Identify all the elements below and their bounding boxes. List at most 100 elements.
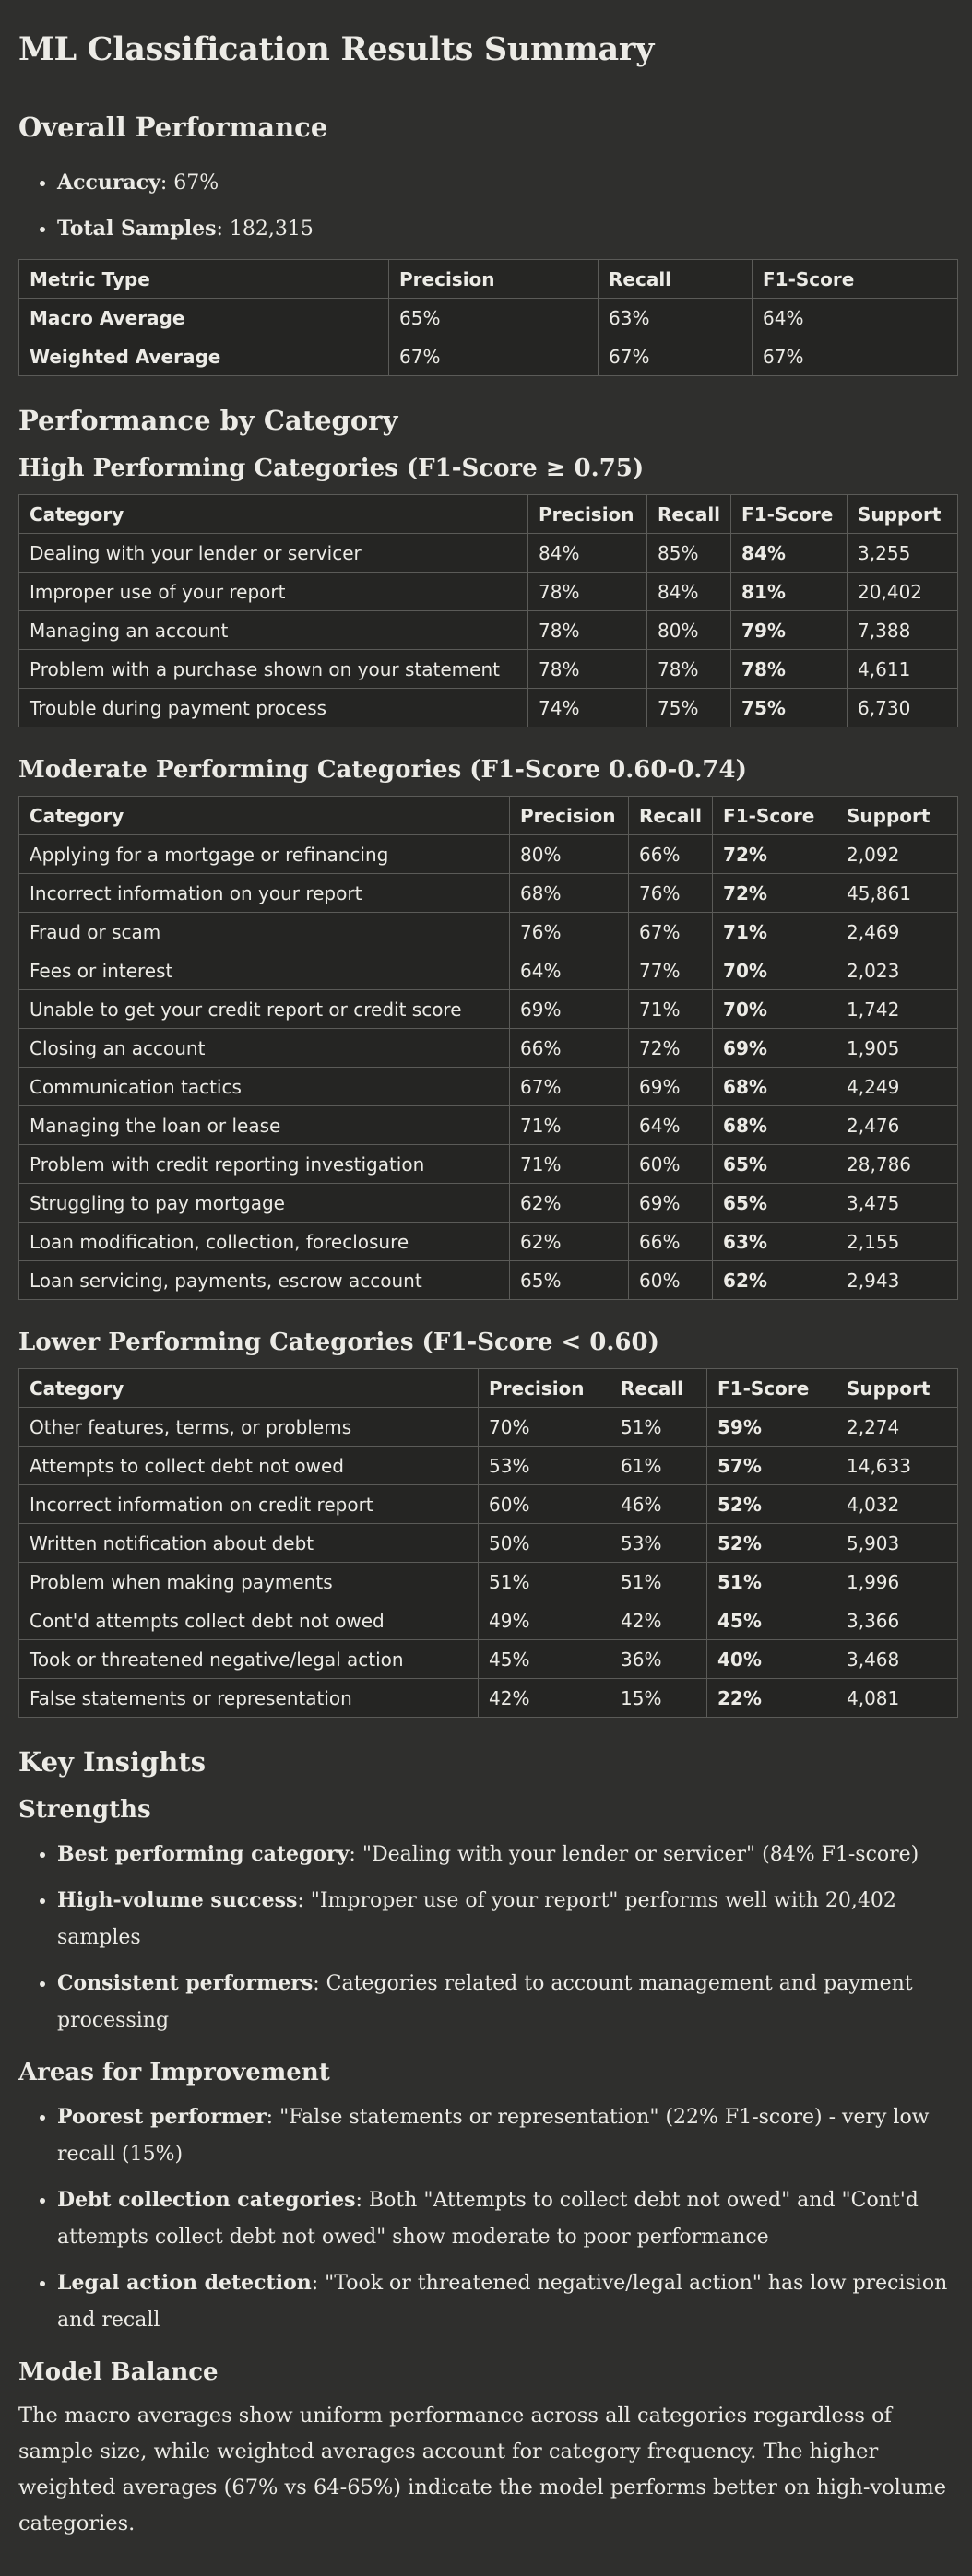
overall-list: Accuracy: 67% Total Samples: 182,315 <box>18 164 954 248</box>
table-cell: Incorrect information on your report <box>18 873 510 913</box>
column-header: Metric Type <box>18 259 389 299</box>
table-row: Managing the loan or lease 71% 64% 68% 2,476 <box>18 1105 958 1145</box>
item-label: Poorest performer <box>57 2105 267 2129</box>
table-cell: 51% <box>610 1562 707 1601</box>
table-cell: 65% <box>388 298 599 337</box>
table-cell: 2,476 <box>836 1105 958 1145</box>
table-cell: 80% <box>509 834 629 874</box>
table-cell: 45% <box>706 1601 836 1640</box>
table-cell: False statements or representation <box>18 1678 479 1718</box>
table-cell: 42% <box>610 1601 707 1640</box>
table-cell: 3,366 <box>836 1601 958 1640</box>
balance-heading: Model Balance <box>18 2358 219 2386</box>
table-cell: 67% <box>598 337 753 376</box>
table-cell: 14,633 <box>836 1446 958 1485</box>
table-row: Unable to get your credit report or cred… <box>18 989 958 1029</box>
table-cell: 7,388 <box>847 610 958 650</box>
column-header: Category <box>18 494 528 534</box>
table-cell: 64% <box>509 951 629 990</box>
table-cell: Closing an account <box>18 1028 510 1068</box>
table-cell: 1,905 <box>836 1028 958 1068</box>
table-cell: 2,274 <box>836 1407 958 1447</box>
table-cell: 4,081 <box>836 1678 958 1718</box>
column-header: F1-Score <box>706 1368 836 1408</box>
list-item: Poorest performer: "False statements or … <box>57 2098 954 2173</box>
table-cell: 67% <box>509 1067 629 1106</box>
table-cell: 64% <box>627 1105 714 1145</box>
table-cell: 62% <box>712 1260 837 1300</box>
table-row: Written notification about debt 50% 53% 52%… <box>18 1523 958 1563</box>
table-row: Managing an account 78% 80% 79% 7,388 <box>18 610 958 650</box>
strengths-heading: Strengths <box>18 1796 151 1824</box>
table-header-row: Category Precision Recall F1-Score Support <box>18 796 958 835</box>
table-cell: Loan servicing, payments, escrow account <box>18 1260 510 1300</box>
table-cell: 3,475 <box>836 1183 958 1223</box>
table-cell: 36% <box>610 1639 707 1679</box>
table-row: Loan servicing, payments, escrow account… <box>18 1260 958 1300</box>
table-row: Communication tactics 67% 69% 68% 4,249 <box>18 1067 958 1106</box>
table-cell: 6,730 <box>847 688 958 727</box>
table-cell: Problem with a purchase shown on your st… <box>18 649 528 689</box>
table-cell: 77% <box>627 951 714 990</box>
table-cell: 69% <box>712 1028 837 1068</box>
list-item: Consistent performers: Categories relate… <box>57 1965 954 2039</box>
table-cell: 4,611 <box>847 649 958 689</box>
table-cell: 3,468 <box>836 1639 958 1679</box>
table-row: Improper use of your report 78% 84% 81% 20,4… <box>18 572 958 611</box>
table-cell: Incorrect information on credit report <box>18 1484 479 1524</box>
table-cell: 2,155 <box>836 1222 958 1261</box>
column-header: Precision <box>509 796 629 835</box>
lower-table: Category Precision Recall F1-Score Support Ot… <box>18 1368 958 1718</box>
insights-heading: Key Insights <box>18 1746 207 1778</box>
table-cell: 45% <box>478 1639 610 1679</box>
table-cell: 69% <box>627 1183 714 1223</box>
table-cell: 2,943 <box>836 1260 958 1300</box>
item-text: : "Dealing with your lender or servicer"… <box>349 1843 919 1866</box>
table-cell: 2,469 <box>836 912 958 951</box>
table-cell: 62% <box>509 1222 629 1261</box>
table-cell: 2,092 <box>836 834 958 874</box>
table-cell: 67% <box>627 912 714 951</box>
column-header: Recall <box>627 796 714 835</box>
accuracy-label: Accuracy <box>57 171 160 195</box>
table-row: Struggling to pay mortgage 62% 69% 65% 3,475 <box>18 1183 958 1223</box>
column-header: Recall <box>646 494 732 534</box>
table-cell: 76% <box>627 873 714 913</box>
list-item: Accuracy: 67% <box>57 164 954 202</box>
list-item: Debt collection categories: Both "Attemp… <box>57 2181 954 2256</box>
table-header-row: Metric Type Precision Recall F1-Score <box>18 259 958 299</box>
table-row: Problem with a purchase shown on your st… <box>18 649 958 689</box>
table-cell: 59% <box>706 1407 836 1447</box>
table-cell: 50% <box>478 1523 610 1563</box>
table-cell: 66% <box>509 1028 629 1068</box>
table-cell: 53% <box>610 1523 707 1563</box>
table-cell: 74% <box>527 688 647 727</box>
table-cell: 64% <box>752 298 958 337</box>
table-cell: 1,996 <box>836 1562 958 1601</box>
table-cell: 65% <box>712 1144 837 1184</box>
table-cell: 42% <box>478 1678 610 1718</box>
table-row: Fees or interest 64% 77% 70% 2,023 <box>18 951 958 990</box>
table-row: Applying for a mortgage or refinancing 80… <box>18 834 958 874</box>
table-cell: 60% <box>627 1144 714 1184</box>
table-cell: 78% <box>646 649 732 689</box>
column-header: F1-Score <box>730 494 848 534</box>
table-row: Incorrect information on credit report 60… <box>18 1484 958 1524</box>
column-header: F1-Score <box>752 259 958 299</box>
table-cell: 71% <box>509 1144 629 1184</box>
item-label: Debt collection categories <box>57 2188 356 2212</box>
table-header-row: Category Precision Recall F1-Score Support <box>18 1368 958 1408</box>
list-item: Best performing category: "Dealing with … <box>57 1836 954 1873</box>
overall-heading: Overall Performance <box>18 112 328 143</box>
table-cell: 79% <box>730 610 848 650</box>
table-cell: 51% <box>610 1407 707 1447</box>
column-header: Support <box>836 1368 958 1408</box>
table-cell: 78% <box>527 610 647 650</box>
table-cell: 49% <box>478 1601 610 1640</box>
table-cell: 81% <box>730 572 848 611</box>
table-row: Other features, terms, or problems 70% 51%… <box>18 1407 958 1447</box>
table-cell: 4,249 <box>836 1067 958 1106</box>
table-cell: 46% <box>610 1484 707 1524</box>
item-label: Legal action detection <box>57 2271 312 2295</box>
table-cell: Fees or interest <box>18 951 510 990</box>
